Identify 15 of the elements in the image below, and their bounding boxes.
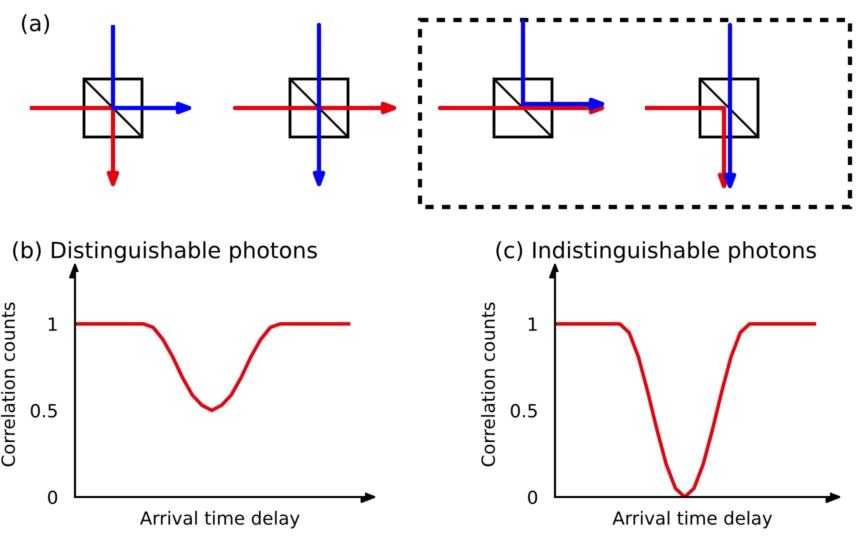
y-tick-label: 0.5	[30, 404, 57, 418]
y-axis-title: Correlation counts	[1, 302, 16, 466]
y-axis-title: Correlation counts	[481, 302, 496, 466]
x-axis-title: Arrival time delay	[140, 510, 300, 528]
y-tick-label: 0.5	[510, 404, 537, 418]
y-tick-label: 0	[48, 490, 58, 504]
y-tick-label: 1	[528, 318, 537, 331]
chart-title: (b) Distinguishable photons	[13, 241, 317, 263]
line-series	[555, 322, 816, 497]
x-axis-title: Arrival time delay	[612, 510, 772, 528]
y-tick-label: 0	[528, 490, 538, 504]
chart-title: (c) Indistinguishable photons	[496, 241, 816, 263]
text: (a)	[22, 14, 50, 34]
y-tick-label: 1	[48, 318, 57, 331]
line-series	[75, 322, 350, 412]
